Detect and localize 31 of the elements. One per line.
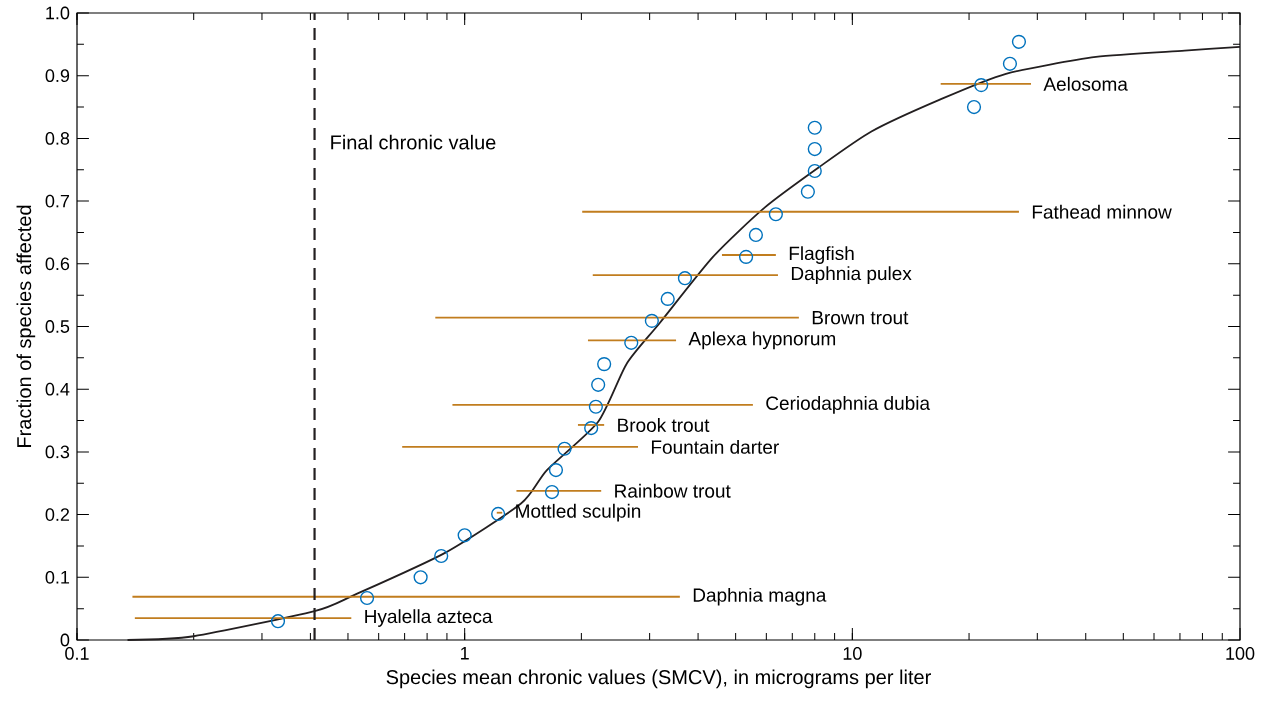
- y-axis-title: Fraction of species affected: [16, 205, 36, 447]
- x-tick-label: 100: [1226, 647, 1255, 660]
- series-label: Hyalella azteca: [365, 609, 493, 627]
- series-label: Fathead minnow: [1032, 204, 1172, 219]
- ref-line-label: Final chronic value: [331, 134, 496, 150]
- series-label: Daphnia pulex: [791, 266, 912, 284]
- y-tick-label: 1.0: [46, 6, 70, 20]
- series-label: Mottled sculpin: [516, 503, 641, 522]
- series-label: Rainbow trout: [615, 483, 731, 498]
- x-tick-label: 0.1: [65, 647, 89, 660]
- y-tick-label: 0.9: [45, 69, 70, 83]
- y-tick-label: 0.8: [45, 132, 70, 145]
- x-axis-title: Species mean chronic values (SMCV), in micrograms per liter: [386, 669, 931, 689]
- series-label: Fountain darter: [651, 439, 779, 454]
- series-label: Brook trout: [618, 417, 710, 432]
- y-tick-label: 0.2: [45, 508, 70, 521]
- y-tick-label: 0.4: [45, 382, 70, 396]
- x-tick-label: 1: [461, 647, 469, 660]
- y-tick-label: 0.5: [45, 320, 70, 333]
- y-tick-label: 0.1: [45, 570, 70, 584]
- series-label: Ceriodaphnia dubia: [766, 396, 931, 414]
- y-tick-label: 0: [60, 633, 70, 647]
- series-label: Flagfish: [789, 246, 854, 264]
- x-tick-label: 10: [843, 647, 862, 660]
- series-label: Daphnia magna: [693, 587, 827, 606]
- y-tick-label: 0.6: [45, 257, 70, 271]
- series-label: Aplexa hypnorum: [688, 331, 836, 350]
- y-tick-label: 0.3: [45, 445, 70, 459]
- y-tick-label: 0.7: [45, 194, 70, 208]
- series-label: Brown trout: [812, 311, 909, 325]
- series-label: Aelosoma: [1043, 76, 1128, 91]
